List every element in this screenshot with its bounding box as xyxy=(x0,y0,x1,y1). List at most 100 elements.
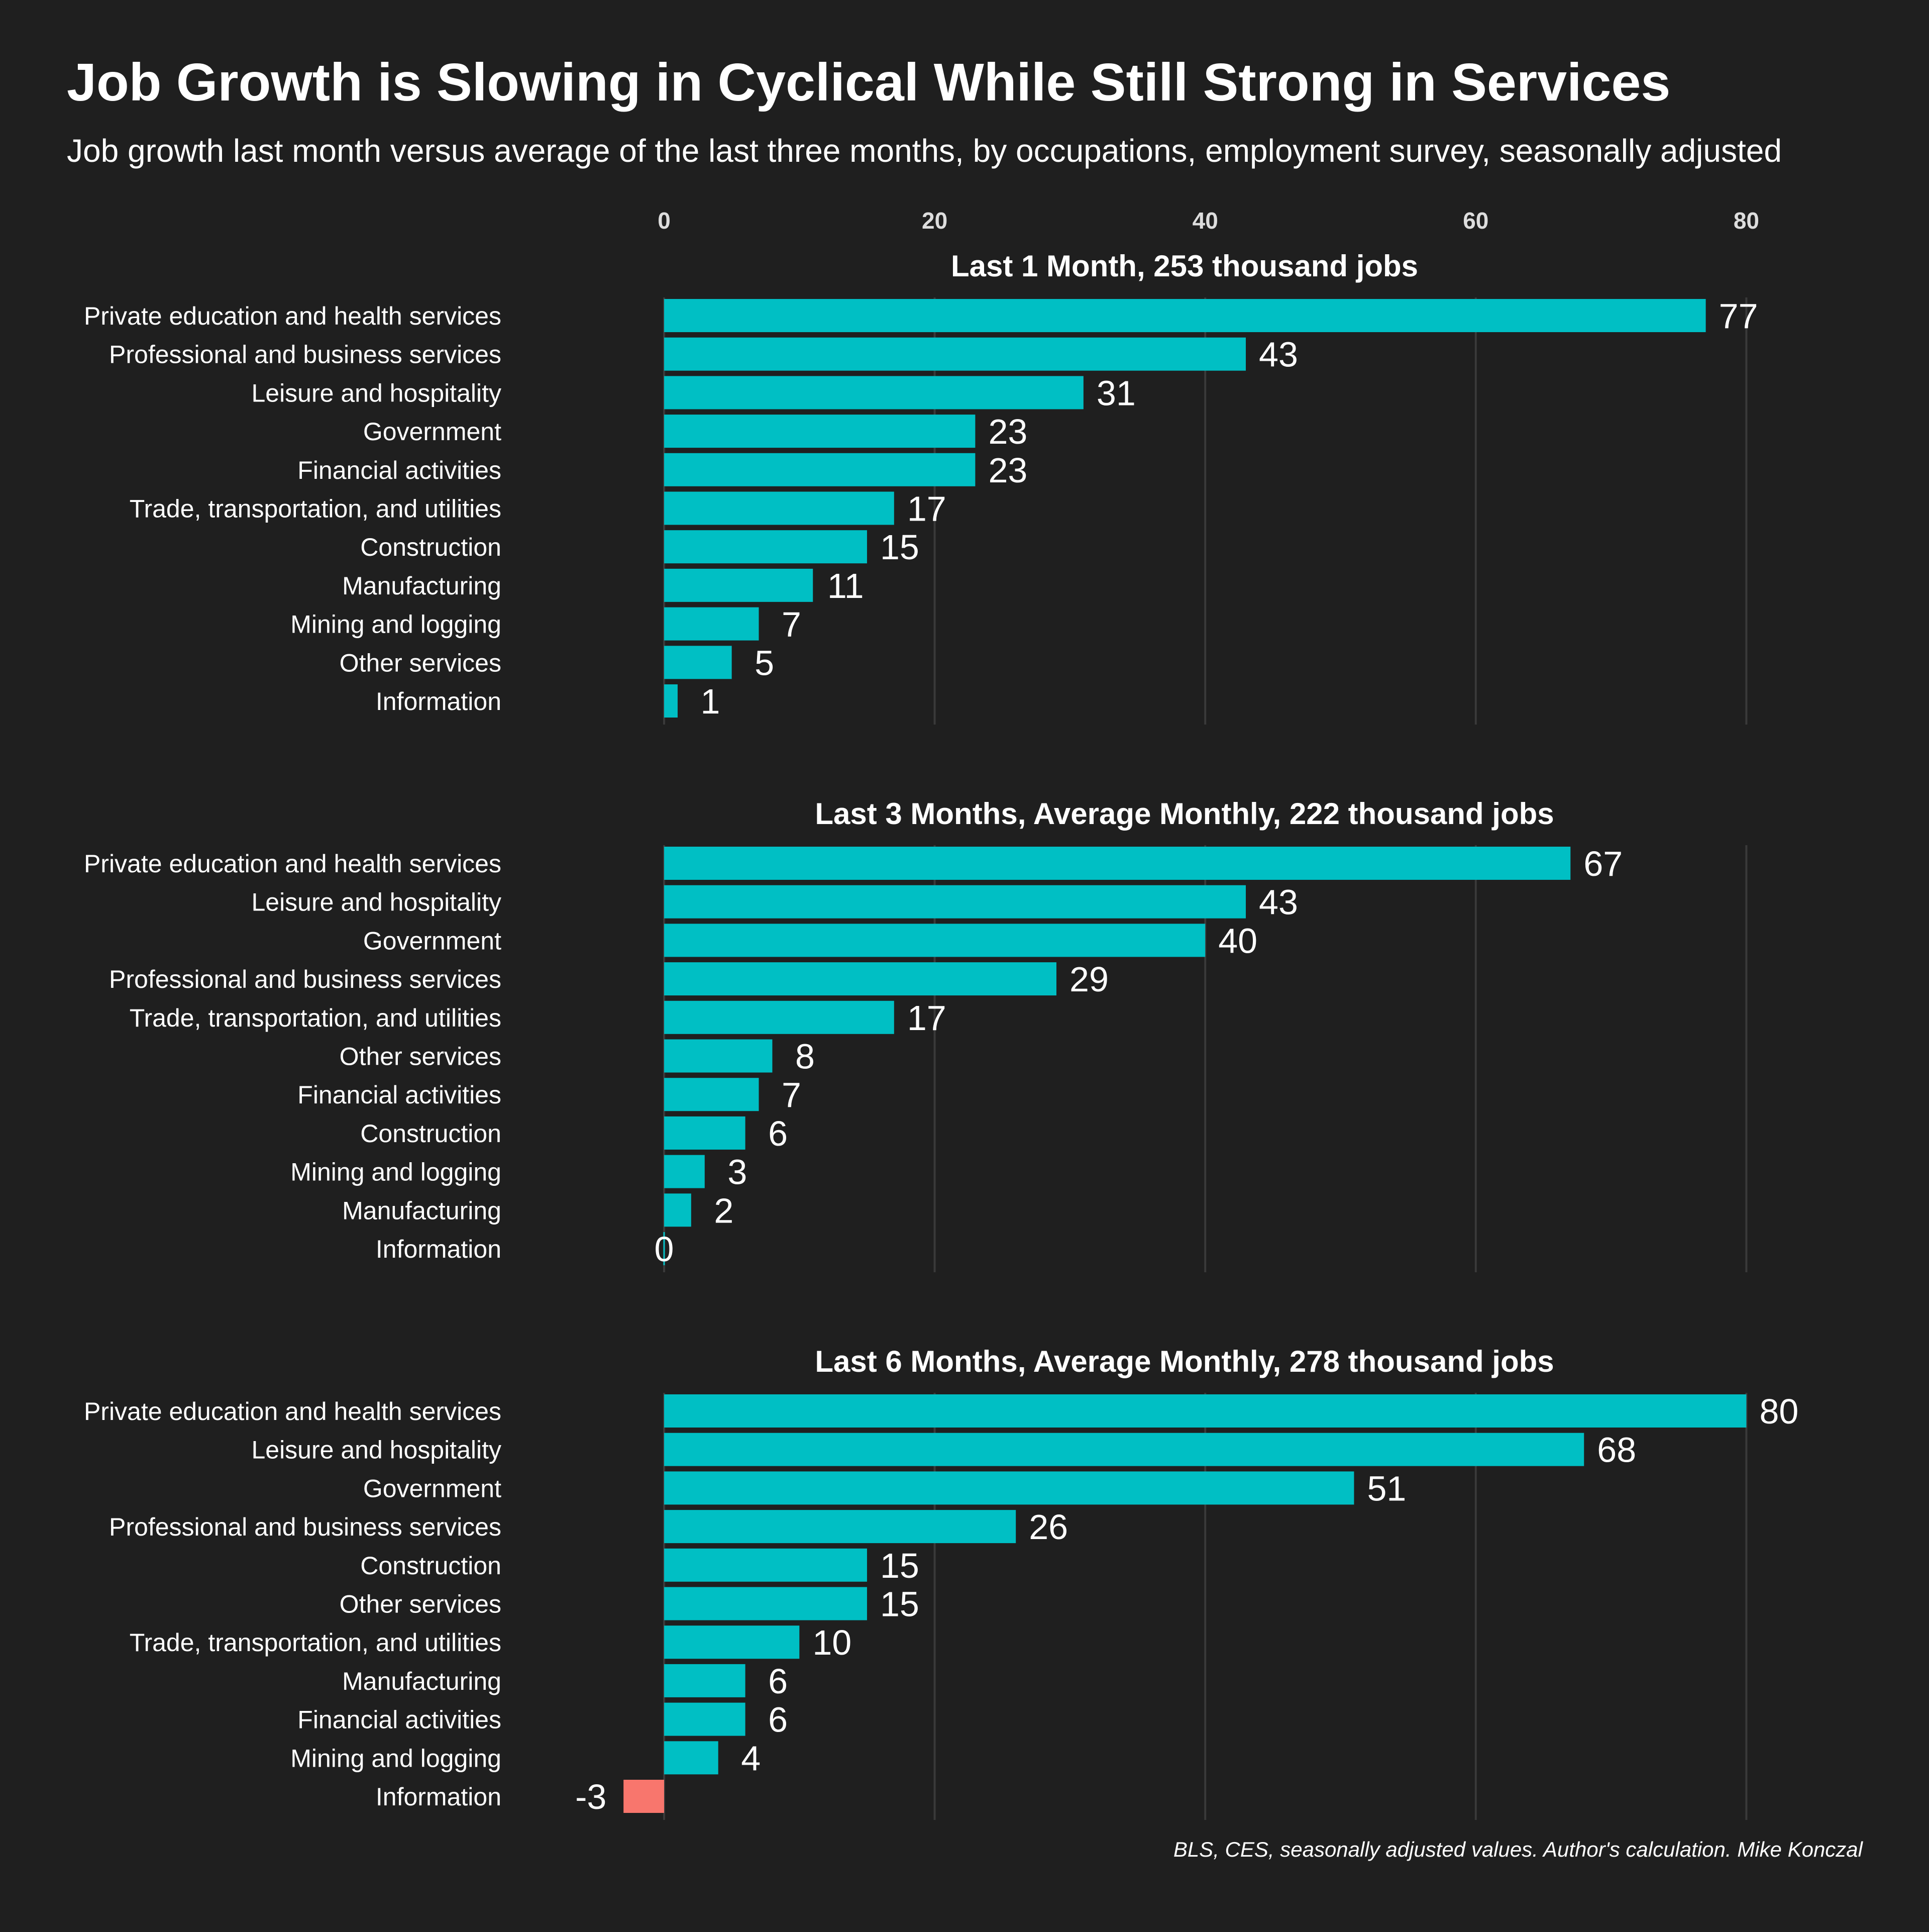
category-label: Manufacturing xyxy=(342,1196,501,1225)
value-label: 2 xyxy=(714,1191,733,1230)
bar xyxy=(664,1078,759,1111)
x-tick-label: 60 xyxy=(1463,208,1488,234)
category-label: Trade, transportation, and utilities xyxy=(130,1629,501,1657)
value-label: 15 xyxy=(880,1585,919,1624)
bar xyxy=(664,530,867,564)
bar xyxy=(664,299,1706,332)
bar xyxy=(664,607,759,641)
value-label: 6 xyxy=(768,1662,788,1701)
panel-title: Last 3 Months, Average Monthly, 222 thou… xyxy=(815,797,1554,831)
bar xyxy=(664,1155,705,1188)
x-tick-label: 0 xyxy=(658,208,671,234)
value-label: 68 xyxy=(1597,1431,1636,1470)
value-label: 80 xyxy=(1759,1392,1798,1431)
bar xyxy=(664,453,976,486)
category-label: Other services xyxy=(340,649,501,677)
category-label: Other services xyxy=(340,1590,501,1618)
panel-2: Last 3 Months, Average Monthly, 222 thou… xyxy=(84,797,1748,1272)
category-label: Professional and business services xyxy=(109,341,501,369)
value-label: 0 xyxy=(655,1230,674,1269)
bar xyxy=(664,847,1571,880)
x-tick-label: 40 xyxy=(1193,208,1218,234)
bar xyxy=(663,1232,665,1265)
x-axis: 0 20 40 60 80 xyxy=(658,208,1759,234)
category-label: Financial activities xyxy=(297,1081,501,1109)
category-label: Mining and logging xyxy=(290,1158,501,1186)
category-label: Government xyxy=(363,927,501,955)
value-label: 3 xyxy=(727,1153,747,1192)
bar xyxy=(664,1548,867,1582)
category-label: Private education and health services xyxy=(84,850,501,878)
category-label: Information xyxy=(376,1783,501,1811)
value-label: 17 xyxy=(907,489,946,529)
category-label: Private education and health services xyxy=(84,302,501,330)
bar xyxy=(664,684,678,718)
bar xyxy=(664,491,894,525)
panel-3: Last 6 Months, Average Monthly, 278 thou… xyxy=(84,1345,1798,1820)
bar xyxy=(623,1780,664,1813)
value-label: 7 xyxy=(782,1075,801,1114)
category-label: Leisure and hospitality xyxy=(251,379,501,407)
value-label: 10 xyxy=(812,1623,851,1662)
bar xyxy=(664,924,1206,957)
bar xyxy=(664,568,813,602)
value-label: -3 xyxy=(575,1777,606,1816)
bar xyxy=(664,962,1056,996)
value-label: 11 xyxy=(827,566,864,605)
category-label: Leisure and hospitality xyxy=(251,888,501,917)
bar xyxy=(664,1039,773,1073)
category-label: Government xyxy=(363,418,501,446)
category-label: Government xyxy=(363,1474,501,1502)
value-label: 23 xyxy=(988,412,1027,451)
category-label: Other services xyxy=(340,1043,501,1071)
value-label: 77 xyxy=(1719,296,1758,336)
x-tick-label: 20 xyxy=(922,208,947,234)
value-label: 40 xyxy=(1218,921,1257,960)
value-label: 5 xyxy=(755,643,774,682)
bar xyxy=(664,1625,800,1659)
category-label: Construction xyxy=(360,533,501,561)
category-label: Manufacturing xyxy=(342,1667,501,1695)
value-label: 8 xyxy=(795,1037,815,1076)
value-label: 1 xyxy=(700,682,720,721)
category-label: Mining and logging xyxy=(290,611,501,639)
value-label: 43 xyxy=(1259,883,1298,922)
value-label: 6 xyxy=(768,1700,788,1740)
bar xyxy=(664,885,1246,919)
chart-title: Job Growth is Slowing in Cyclical While … xyxy=(67,53,1670,112)
x-tick-label: 80 xyxy=(1734,208,1759,234)
category-label: Information xyxy=(376,1235,501,1263)
value-label: 26 xyxy=(1029,1507,1068,1547)
bar xyxy=(664,1433,1584,1466)
panel-title: Last 6 Months, Average Monthly, 278 thou… xyxy=(815,1345,1554,1378)
value-label: 29 xyxy=(1069,960,1109,999)
bar xyxy=(664,1510,1016,1544)
value-label: 67 xyxy=(1583,844,1623,883)
chart-panels: Last 1 Month, 253 thousand jobs Private e… xyxy=(84,249,1798,1820)
chart-caption: BLS, CES, seasonally adjusted values. Au… xyxy=(1173,1838,1864,1861)
value-label: 43 xyxy=(1259,335,1298,374)
bar xyxy=(664,1116,745,1150)
value-label: 51 xyxy=(1367,1469,1406,1508)
category-label: Manufacturing xyxy=(342,572,501,600)
category-label: Trade, transportation, and utilities xyxy=(130,1004,501,1032)
bar xyxy=(664,1193,691,1227)
bar xyxy=(664,1000,894,1034)
value-label: 23 xyxy=(988,451,1027,490)
panel-title: Last 1 Month, 253 thousand jobs xyxy=(951,249,1418,283)
value-label: 4 xyxy=(741,1739,761,1778)
bar xyxy=(664,376,1084,410)
category-label: Mining and logging xyxy=(290,1744,501,1772)
bar xyxy=(664,1741,718,1775)
value-label: 6 xyxy=(768,1114,788,1153)
value-label: 7 xyxy=(782,605,801,644)
bar xyxy=(664,646,732,679)
bar xyxy=(664,337,1246,371)
panel-1: Last 1 Month, 253 thousand jobs Private e… xyxy=(84,249,1758,725)
category-label: Private education and health services xyxy=(84,1397,501,1426)
value-label: 31 xyxy=(1097,373,1136,413)
category-label: Professional and business services xyxy=(109,1513,501,1541)
value-label: 15 xyxy=(880,528,919,567)
